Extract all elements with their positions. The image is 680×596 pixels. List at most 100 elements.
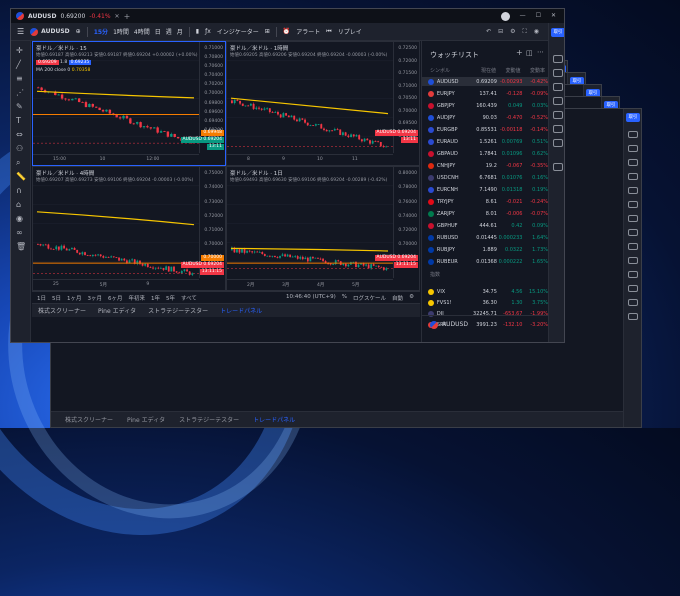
percent-toggle[interactable]: % — [341, 293, 348, 300]
chart-pane[interactable]: 豪ドル／米ドル · 1日 始値0.69493 高値0.69630 安値0.6910… — [226, 166, 420, 291]
undo-icon[interactable]: ↶ — [486, 27, 492, 35]
panel-tab[interactable]: ストラテジーテスター — [179, 417, 240, 424]
magnet-icon[interactable]: ∩ — [16, 186, 22, 195]
settings-icon[interactable]: ⚙ — [409, 293, 414, 300]
text-icon[interactable]: T — [16, 116, 21, 125]
layout-icon[interactable]: ⊞ — [264, 28, 270, 35]
watchlist-row[interactable]: GBPAUD 1.7841 0.01096 0.62% — [422, 149, 548, 158]
ma-legend[interactable]: MA 200 close 0 0.70358 — [36, 68, 90, 73]
trade-button[interactable]: 取引 — [604, 101, 618, 110]
close-icon[interactable]: ✕ — [114, 12, 120, 20]
chat-icon[interactable] — [553, 139, 563, 147]
pattern-icon[interactable]: ⋰ — [16, 88, 24, 97]
sidebar-icon[interactable] — [628, 187, 638, 194]
watchlist-row[interactable]: CNHJPY 19.2 -0.067 -0.35% — [422, 161, 548, 170]
candle-type-icon[interactable]: ▮ — [195, 28, 200, 35]
time-axis[interactable]: 8 9 10 11 — [227, 154, 393, 165]
time-axis[interactable]: 15:00 10 12:00 — [33, 154, 199, 165]
auto-toggle[interactable]: 自動 — [392, 295, 404, 302]
pane-title[interactable]: 豪ドル／米ドル · 15 — [36, 46, 87, 52]
timeframe-4時間[interactable]: 4時間 — [133, 29, 150, 36]
watchlist-icon[interactable] — [553, 55, 563, 63]
sidebar-icon[interactable] — [628, 215, 638, 222]
ideas-icon[interactable] — [553, 125, 563, 133]
window-close-icon[interactable]: ✕ — [550, 11, 556, 19]
add-symbol-icon[interactable]: ⊕ — [75, 28, 81, 35]
pane-title[interactable]: 豪ドル／米ドル · 1日 — [230, 171, 283, 177]
pane-title[interactable]: 豪ドル／米ドル · 1時間 — [230, 46, 289, 52]
watchlist-row[interactable]: EURGBP 0.85531 -0.00118 -0.14% — [422, 125, 548, 134]
sidebar-icon[interactable] — [628, 159, 638, 166]
watchlist-row[interactable]: RUBJPY 1.889 0.0322 1.73% — [422, 245, 548, 254]
calendar-icon[interactable] — [553, 111, 563, 119]
trendline-icon[interactable]: ╱ — [16, 60, 21, 69]
layout-grid-icon[interactable]: ⊟ — [498, 27, 504, 35]
watchlist-row[interactable]: GBPHUF 444.61 0.42 0.09% — [422, 221, 548, 230]
panel-tab[interactable]: ストラテジーテスター — [148, 308, 209, 315]
panel-tab[interactable]: トレードパネル — [220, 308, 263, 315]
watchlist-row[interactable]: AUDUSD 0.69209 -0.00293 -0.42% — [422, 77, 548, 86]
tab-symbol[interactable]: AUDUSD — [28, 12, 57, 20]
timeframe-日[interactable]: 日 — [154, 29, 161, 36]
panel-tab[interactable]: トレードパネル — [253, 417, 296, 424]
replay-button[interactable]: リプレイ — [337, 29, 362, 36]
brush-icon[interactable]: ✎ — [16, 102, 23, 111]
range-年初来[interactable]: 年初来 — [128, 295, 146, 302]
sidebar-icon[interactable] — [628, 271, 638, 278]
price-axis[interactable]: 0.72500 0.72000 0.71500 0.71000 0.70500 0.700… — [393, 42, 419, 153]
settings-icon[interactable]: ⚙ — [510, 27, 516, 35]
timeframe-週[interactable]: 週 — [165, 29, 172, 36]
sidebar-icon[interactable] — [628, 145, 638, 152]
range-すべて[interactable]: すべて — [181, 295, 197, 302]
timeframe-月[interactable]: 月 — [176, 29, 183, 36]
chart-pane[interactable]: 豪ドル／米ドル · 4時間 始値0.69207 高値0.69273 安値0.691… — [32, 166, 226, 291]
zoom-icon[interactable]: ⌕ — [16, 158, 21, 167]
panel-tab[interactable]: Pine エディタ — [127, 417, 166, 424]
panel-tab[interactable]: 株式スクリーナー — [38, 308, 87, 315]
buy-price[interactable]: 0.69235 — [68, 60, 92, 65]
time-axis[interactable]: 2月 3月 4月 5月 — [227, 279, 393, 290]
range-5日[interactable]: 5日 — [52, 295, 61, 302]
watchlist-row[interactable]: USDCNH 6.7681 0.01076 0.16% — [422, 173, 548, 182]
new-tab-button[interactable]: + — [123, 11, 131, 21]
link-icon[interactable]: ∞ — [16, 228, 23, 237]
candles-plot[interactable] — [227, 42, 394, 155]
trade-button[interactable]: 取引 — [551, 28, 564, 37]
range-1日[interactable]: 1日 — [37, 295, 46, 302]
log-toggle[interactable]: ログスケール — [353, 295, 387, 302]
menu-icon[interactable]: ☰ — [17, 27, 25, 36]
indicators-icon[interactable]: ƒx — [205, 28, 211, 35]
pane-title[interactable]: 豪ドル／米ドル · 4時間 — [36, 171, 95, 177]
user-avatar-icon[interactable] — [500, 11, 510, 21]
range-1年[interactable]: 1年 — [151, 295, 161, 302]
watchlist-more-icon[interactable]: ⋯ — [537, 48, 544, 56]
watchlist-layout-icon[interactable]: ◫ — [526, 49, 533, 57]
watchlist-row[interactable]: EURJPY 137.41 -0.128 -0.09% — [422, 89, 548, 98]
col-symbol[interactable]: シンボル — [430, 68, 451, 74]
range-1ヶ月[interactable]: 1ヶ月 — [67, 295, 82, 302]
alerts-icon[interactable] — [553, 69, 563, 77]
candles-plot[interactable] — [227, 167, 394, 280]
watchlist-row[interactable]: TRYJPY 8.61 -0.021 -0.24% — [422, 197, 548, 206]
sidebar-icon[interactable] — [628, 257, 638, 264]
measure-icon[interactable]: ⇔ — [16, 130, 23, 139]
camera-icon[interactable]: ◉ — [533, 27, 539, 35]
watchlist-title[interactable]: ウォッチリスト — [430, 51, 479, 59]
col-last[interactable]: 現在値 — [480, 68, 496, 74]
sell-price[interactable]: 0.69209 — [36, 60, 59, 65]
watchlist-row[interactable]: EURAUD 1.5261 0.00769 0.51% — [422, 137, 548, 146]
sidebar-icon[interactable] — [628, 285, 638, 292]
sidebar-icon[interactable] — [628, 313, 638, 320]
candles-plot[interactable] — [33, 42, 200, 155]
watchlist-row[interactable]: RUBUSD 0.01445 0.000233 1.64% — [422, 233, 548, 242]
col-change[interactable]: 変動値 — [505, 68, 521, 74]
watchlist-row[interactable]: VIX 34.75 4.56 15.10% — [422, 287, 548, 296]
panel-tab[interactable]: Pine エディタ — [98, 308, 137, 315]
eye-icon[interactable]: ◉ — [16, 214, 23, 223]
panel-tab[interactable]: 株式スクリーナー — [65, 417, 114, 424]
range-3ヶ月[interactable]: 3ヶ月 — [87, 295, 103, 302]
alert-button[interactable]: アラート — [296, 29, 321, 36]
trade-button[interactable]: 取引 — [570, 77, 584, 86]
watchlist-row[interactable]: RUBEUR 0.01368 0.000222 1.65% — [422, 257, 548, 266]
watchlist-row[interactable]: FVS1! 36.30 1.30 3.75% — [422, 298, 548, 307]
